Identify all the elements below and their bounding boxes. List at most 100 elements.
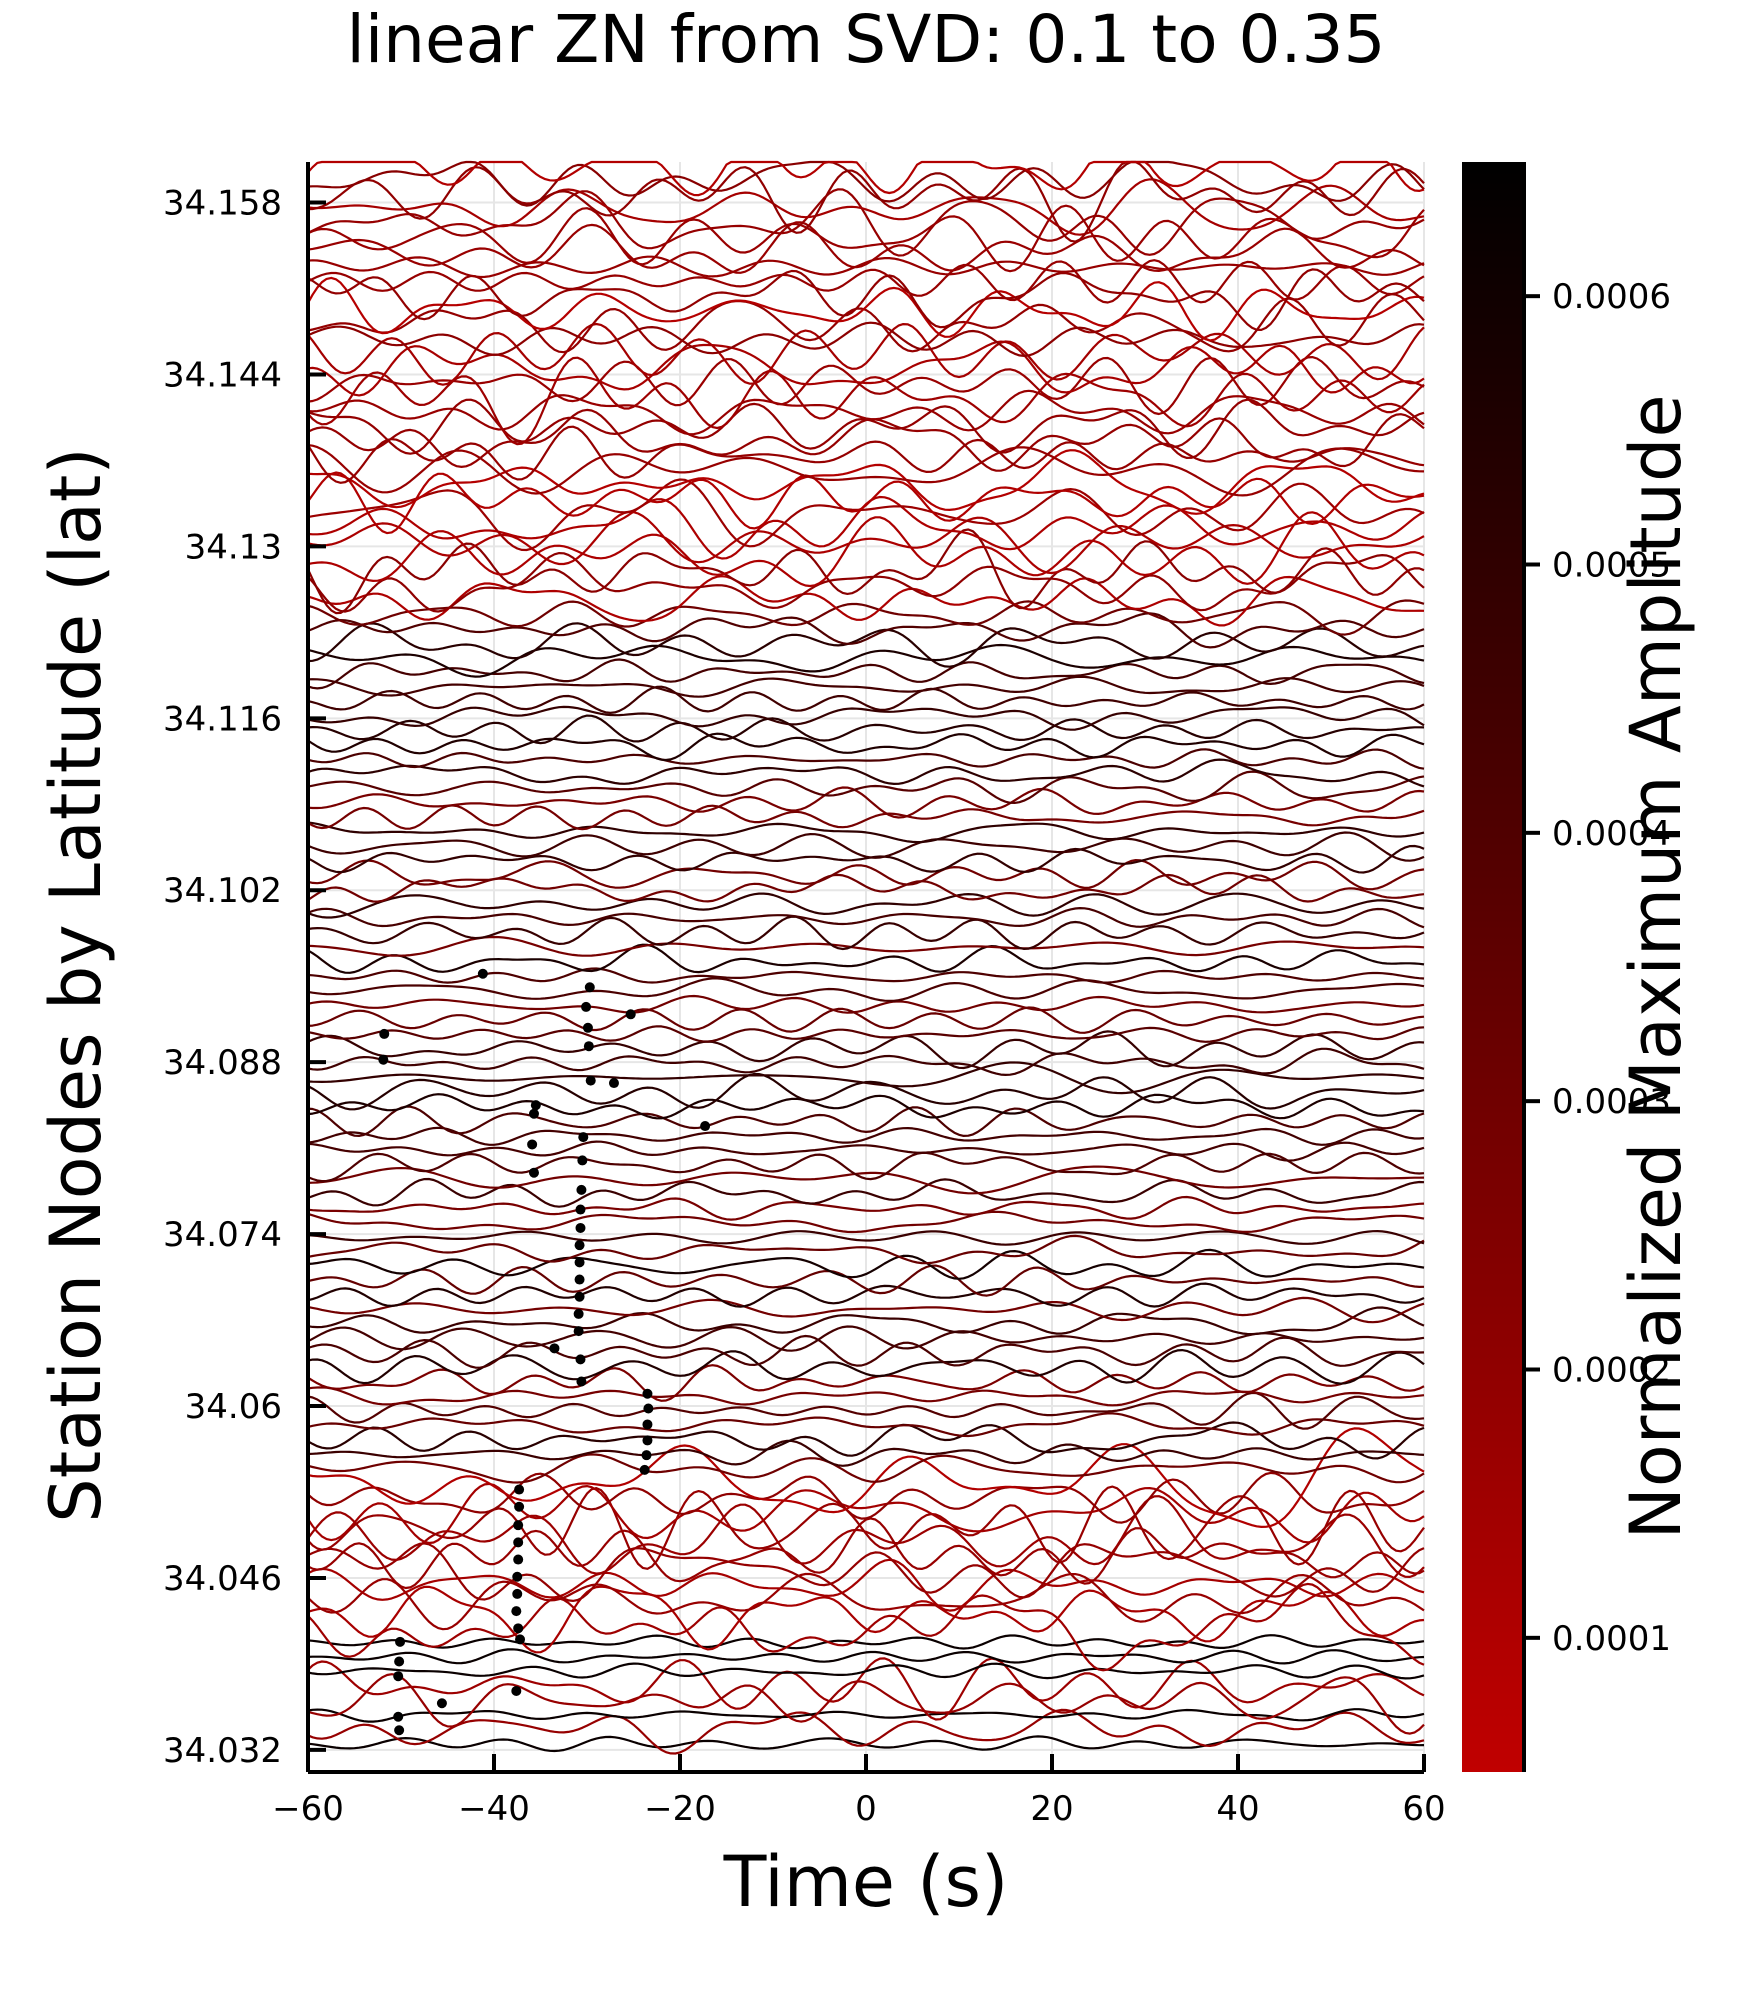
pick-point [527, 1139, 538, 1150]
pick-point [379, 1028, 390, 1039]
trace-line [307, 1030, 1425, 1070]
trace-line [307, 907, 1425, 929]
trace-line [307, 977, 1425, 1002]
colorbar-tick-label: 0.0006 [1552, 277, 1671, 317]
trace-line [307, 1673, 1425, 1735]
trace-line [307, 622, 1425, 668]
trace-line [307, 160, 1425, 197]
trace-line [307, 643, 1425, 678]
trace-line [307, 599, 1425, 636]
colorbar [1462, 162, 1524, 1772]
trace-line [307, 1047, 1425, 1076]
trace-line [307, 1558, 1425, 1612]
colorbar-tick-label: 0.0002 [1552, 1351, 1671, 1391]
pick-point [511, 1606, 522, 1617]
pick-point [574, 1240, 585, 1251]
pick-point [581, 1001, 592, 1012]
pick-point [582, 1022, 593, 1033]
trace-line [307, 259, 1425, 304]
trace-line [307, 859, 1425, 891]
trace-line [307, 1648, 1425, 1665]
trace-line [307, 425, 1425, 484]
pick-point [641, 1450, 652, 1461]
x-ticks: −60 −40 −20 0 20 40 60 [272, 1754, 1446, 1829]
trace-line [307, 1364, 1425, 1402]
pick-point [549, 1343, 560, 1354]
pick-point [512, 1588, 523, 1599]
trace-line [307, 1662, 1425, 1680]
trace-line [307, 770, 1425, 804]
pick-point [583, 1041, 594, 1052]
y-tick-label: 34.116 [163, 699, 282, 739]
trace-line [307, 821, 1425, 844]
pick-point [395, 1636, 406, 1647]
trace-line [307, 685, 1425, 714]
trace-line [307, 389, 1425, 436]
pick-point [584, 982, 595, 993]
pick-point [513, 1520, 524, 1531]
trace-line [307, 714, 1425, 745]
trace-line [307, 1495, 1425, 1578]
pick-point [378, 1054, 389, 1065]
y-tick-label: 34.032 [163, 1731, 282, 1771]
chart-title: linear ZN from SVD: 0.1 to 0.35 [346, 1, 1385, 78]
trace-line [307, 221, 1425, 274]
trace-line [307, 471, 1425, 535]
y-tick-label: 34.06 [185, 1387, 282, 1427]
trace-line [307, 1572, 1425, 1631]
pick-point [575, 1222, 586, 1233]
trace-line [307, 478, 1425, 552]
y-tick-label: 34.046 [163, 1559, 282, 1599]
trace-line [307, 1264, 1425, 1297]
trace-line [307, 268, 1425, 331]
trace-line [307, 1334, 1425, 1369]
pick-point [639, 1464, 650, 1475]
pick-point [625, 1009, 636, 1020]
trace-line [307, 356, 1425, 416]
trace-line [307, 935, 1425, 957]
trace-line [307, 293, 1425, 354]
trace-line [307, 1006, 1425, 1034]
trace-line [307, 1093, 1425, 1120]
trace-line [307, 1126, 1425, 1146]
trace-line [307, 1165, 1425, 1195]
trace-line [307, 1306, 1425, 1336]
trace-line [307, 1585, 1425, 1654]
pick-point [514, 1501, 525, 1512]
x-tick-label: −40 [458, 1789, 530, 1829]
colorbar-tick-label: 0.0001 [1552, 1619, 1671, 1659]
y-tick-label: 34.088 [163, 1043, 282, 1083]
y-ticks: 34.032 34.046 34.06 34.074 34.088 34.102 34.11… [163, 184, 326, 1771]
trace-line [307, 732, 1425, 762]
pick-point [393, 1671, 404, 1682]
pick-point [576, 1376, 587, 1387]
pick-point [514, 1484, 525, 1495]
trace-line [307, 748, 1425, 770]
trace-line [307, 1140, 1425, 1162]
pick-point [394, 1725, 405, 1736]
pick-point [530, 1100, 541, 1111]
pick-point [575, 1204, 586, 1215]
trace-line [307, 758, 1425, 788]
trace-line [307, 528, 1425, 615]
trace-line [307, 1708, 1425, 1723]
seismic-traces [307, 160, 1425, 1755]
pick-point [528, 1167, 539, 1178]
trace-line [307, 547, 1425, 613]
trace-line [307, 321, 1425, 357]
trace-line [307, 786, 1425, 819]
y-tick-label: 34.102 [163, 871, 282, 911]
trace-line [307, 449, 1425, 515]
trace-line [307, 356, 1425, 446]
x-axis-label: Time (s) [723, 1841, 1009, 1923]
pick-point [573, 1326, 584, 1337]
trace-line [307, 1105, 1425, 1137]
colorbar-tick-label: 0.0004 [1552, 814, 1671, 854]
x-tick-label: −60 [272, 1789, 344, 1829]
pick-point [574, 1291, 585, 1302]
pick-point [515, 1634, 526, 1645]
pick-point [577, 1155, 588, 1166]
trace-line [307, 1427, 1425, 1528]
pick-point [512, 1571, 523, 1582]
